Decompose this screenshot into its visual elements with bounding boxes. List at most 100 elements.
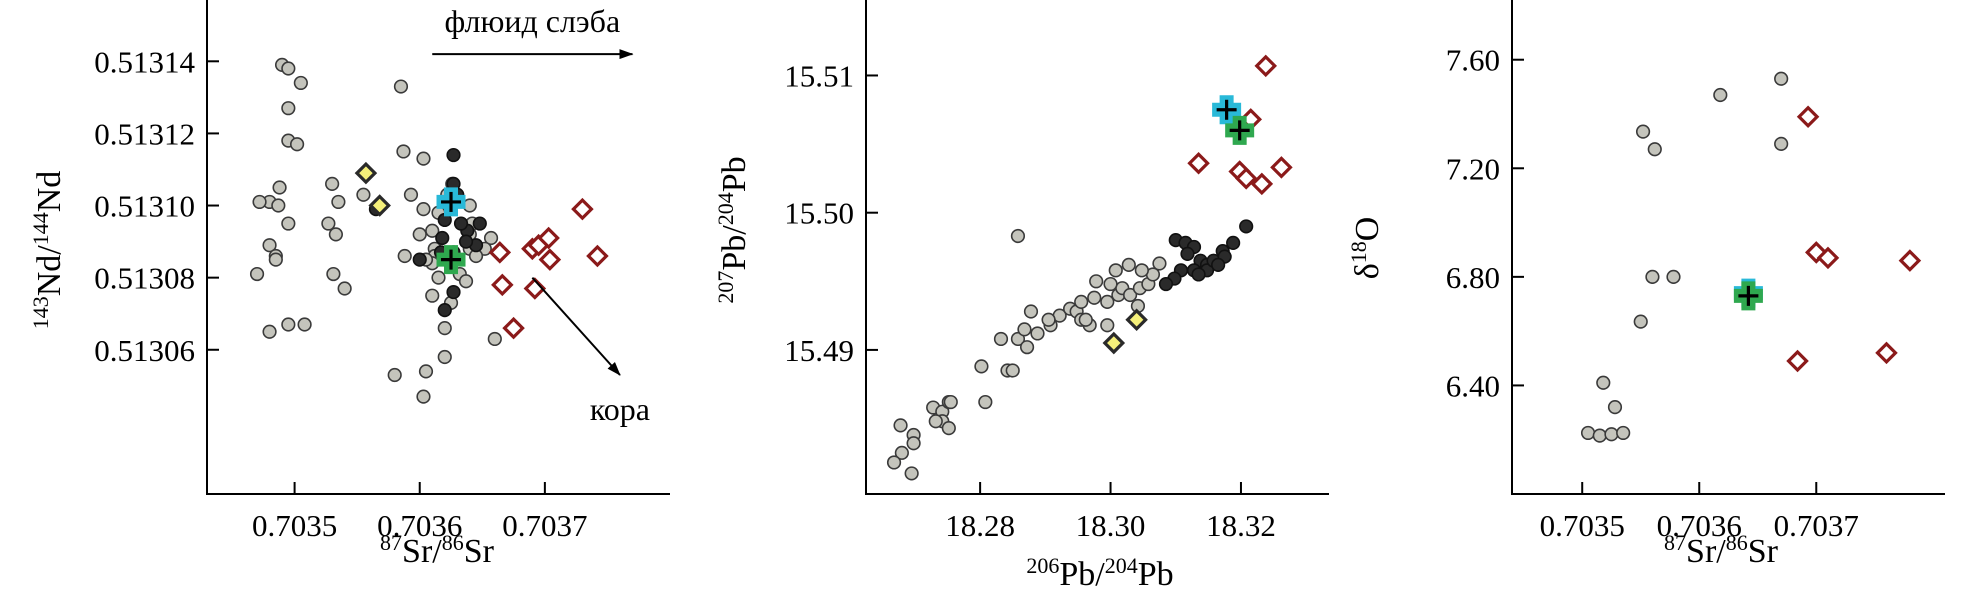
x-tick-label: 0.7037	[502, 508, 587, 543]
yellow-diamond	[368, 194, 391, 217]
grey-point	[1019, 340, 1035, 355]
red-diamond	[1796, 105, 1820, 128]
grey-point	[1152, 256, 1167, 271]
grey-point	[1030, 326, 1045, 341]
y-tick-label: 0.51314	[94, 44, 195, 79]
slab-fluid-label: флюид слэба	[445, 3, 621, 39]
grey-point	[893, 418, 908, 433]
yellow-diamond	[1125, 308, 1148, 331]
grey-point	[1647, 142, 1662, 157]
grey-point	[431, 270, 446, 285]
y-tick-label: 15.49	[784, 333, 854, 368]
red-diamond	[1234, 167, 1258, 190]
x-tick-label: 0.7035	[252, 508, 337, 543]
red-diamond	[1875, 341, 1898, 365]
y-tick-label: 0.51308	[94, 261, 195, 296]
grey-point	[393, 79, 409, 94]
red-diamond	[538, 248, 562, 271]
grey-point	[403, 187, 419, 202]
grey-point	[943, 394, 958, 410]
grey-point	[1666, 269, 1681, 284]
y-ticks: 0.51306 0.51308 0.51310 0.51312 0.51314	[94, 44, 219, 368]
grey-point	[297, 317, 312, 332]
x-tick-label: 0.7037	[1774, 508, 1859, 543]
y-tick-label: 6.80	[1446, 260, 1500, 295]
red-diamond	[1786, 349, 1809, 373]
red-diamond	[537, 226, 560, 250]
grey-point	[1121, 257, 1136, 272]
grey-point	[262, 324, 277, 339]
y-tick-label: 15.50	[784, 196, 854, 231]
grey-point	[1074, 294, 1089, 309]
grey-point	[437, 321, 452, 336]
red-diamond	[491, 273, 514, 297]
grey-point	[326, 266, 341, 282]
y-ticks: 15.49 15.50 15.51	[784, 58, 878, 368]
x-axis-title: 87Sr/86Sr	[1664, 530, 1779, 571]
grey-point	[978, 394, 993, 410]
grey-point	[387, 367, 402, 383]
black-point	[1191, 267, 1206, 282]
red-diamond	[571, 197, 594, 221]
panel-pb-pb: 18.28 18.30 18.32 15.49 15.50 15.51 206Pb/20…	[713, 0, 1329, 594]
grey-point	[1616, 425, 1631, 441]
crust-label: кора	[590, 391, 650, 427]
grey-point	[1089, 274, 1104, 289]
grey-point	[483, 230, 499, 246]
grey-point	[1010, 331, 1026, 347]
red-diamond	[1250, 172, 1274, 196]
grey-point	[281, 216, 296, 231]
black-point	[472, 216, 487, 231]
grey-point	[289, 137, 305, 152]
grey-point	[1041, 312, 1056, 327]
grey-point	[1580, 425, 1596, 441]
black-point	[458, 234, 474, 249]
x-tick-label: 18.30	[1076, 508, 1146, 543]
grey-point	[356, 187, 371, 202]
grey-point	[1005, 363, 1020, 378]
grey-point	[1103, 276, 1118, 292]
grey-point	[487, 331, 502, 347]
y-tick-label: 0.51306	[94, 333, 195, 368]
red-diamond	[1270, 156, 1293, 179]
data-points	[886, 54, 1293, 481]
grey-point	[1604, 427, 1619, 442]
black-point	[1211, 257, 1226, 272]
grey-point	[1010, 228, 1026, 244]
grey-point	[281, 101, 296, 116]
grey-point	[1596, 375, 1611, 390]
grey-point	[1100, 318, 1115, 333]
red-diamond	[1816, 246, 1840, 270]
grey-point	[1607, 400, 1623, 415]
grey-point	[271, 198, 286, 213]
grey-point	[1123, 287, 1138, 303]
black-point	[412, 252, 427, 267]
y-axis-title: 143Nd/144Nd	[28, 171, 69, 330]
crust-arrow	[531, 276, 621, 376]
axes-frame	[1511, 0, 1945, 495]
grey-point	[1774, 136, 1789, 151]
grey-point	[397, 248, 412, 264]
grey-point	[418, 364, 434, 379]
axes-frame	[865, 0, 1329, 495]
grey-point	[941, 421, 956, 436]
red-diamond	[586, 244, 609, 268]
grey-point	[331, 194, 346, 210]
grey-point	[416, 151, 431, 166]
grey-point	[928, 414, 943, 429]
red-diamond	[488, 241, 512, 264]
x-axis-title: 87Sr/86Sr	[380, 530, 495, 571]
grey-point	[904, 466, 919, 481]
grey-point	[894, 445, 909, 460]
grey-point	[1713, 87, 1728, 103]
grey-point	[416, 389, 431, 404]
data-points	[249, 57, 609, 404]
red-diamond	[1898, 249, 1922, 272]
grey-point	[1078, 312, 1093, 327]
x-axis-title: 206Pb/204Pb	[1026, 553, 1173, 594]
grey-point	[328, 227, 343, 242]
y-tick-label: 0.51312	[94, 116, 195, 151]
grey-point	[325, 176, 340, 191]
yellow-diamond	[1102, 331, 1126, 355]
grey-point	[416, 202, 431, 217]
